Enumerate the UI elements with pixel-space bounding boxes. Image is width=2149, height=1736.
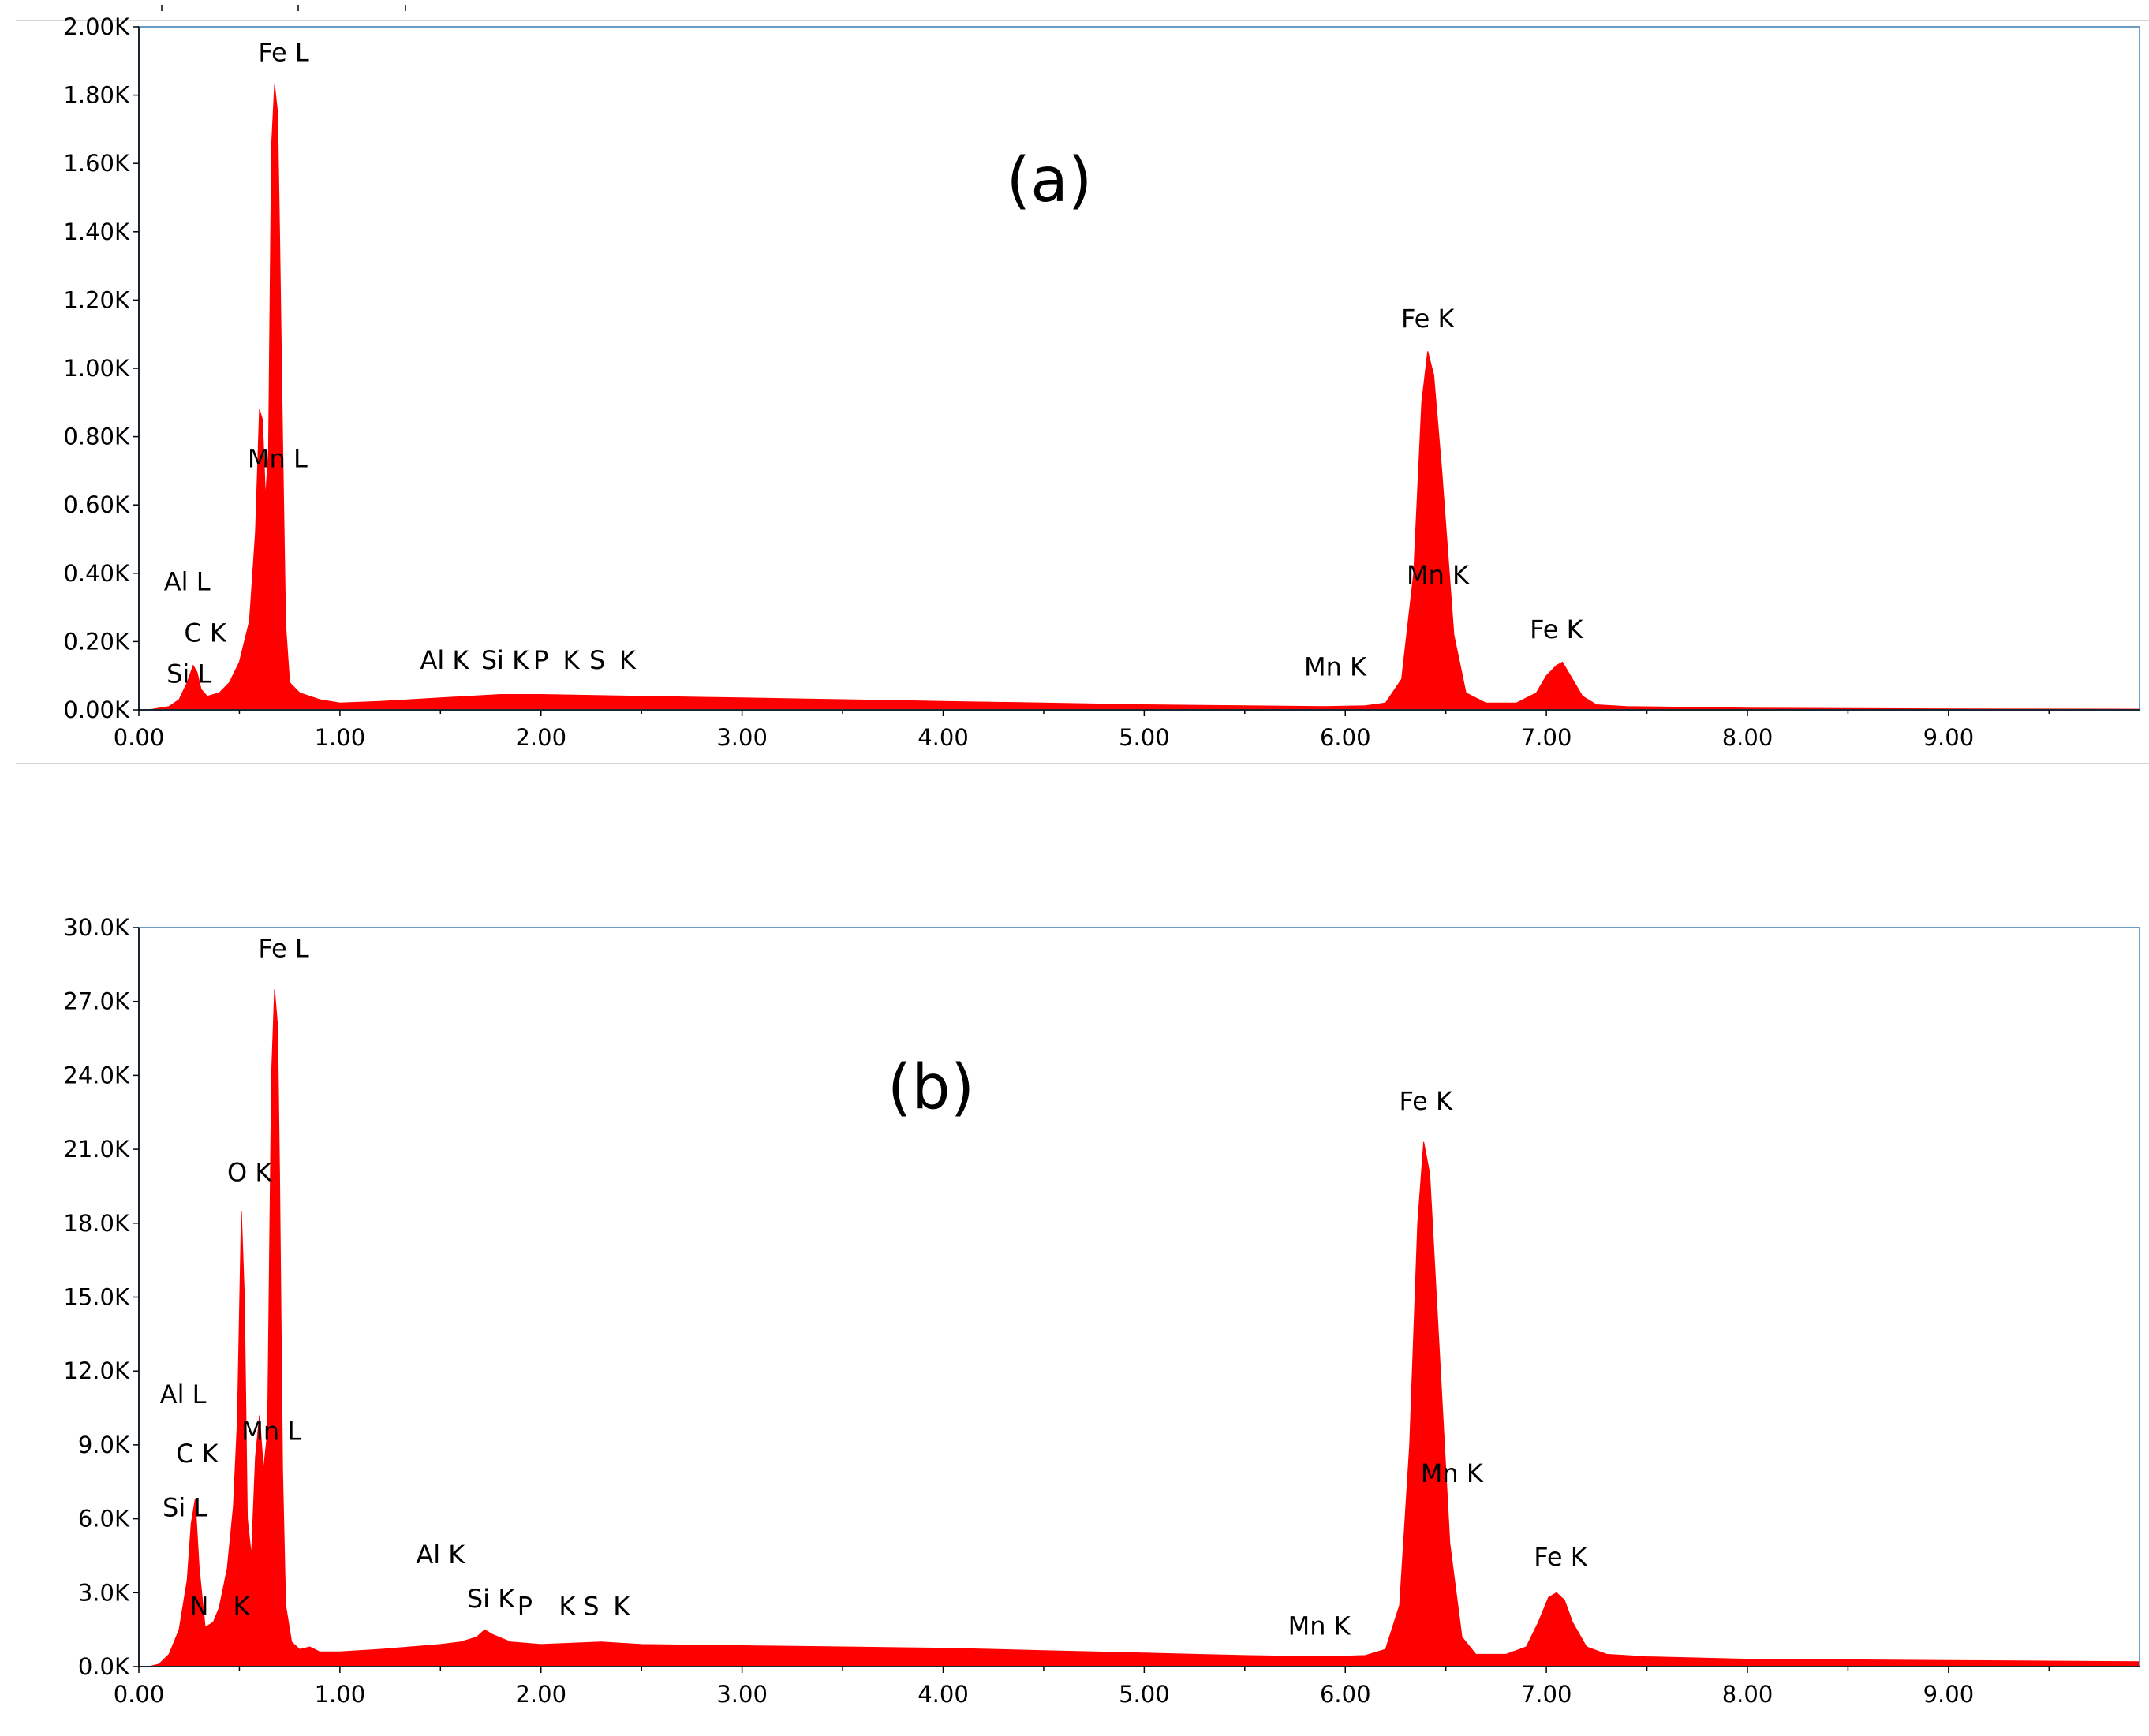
peak-label: Mn K <box>1421 1458 1484 1488</box>
y-tick-label: 0.40K <box>63 560 130 587</box>
y-tick-label: 0.20K <box>63 628 130 655</box>
x-tick-label: 2.00 <box>515 724 566 751</box>
peak-label: K <box>233 1591 250 1621</box>
y-tick-label: 3.0K <box>78 1579 130 1606</box>
y-tick-label: 24.0K <box>63 1062 130 1088</box>
y-tick-label: 27.0K <box>63 988 130 1015</box>
x-tick-label: 1.00 <box>315 1681 366 1708</box>
y-tick-label: 21.0K <box>63 1136 130 1163</box>
y-tick-label: 6.0K <box>78 1506 130 1533</box>
peak-label: Fe L <box>258 37 309 67</box>
spectrum-area <box>148 84 2140 711</box>
x-tick-label: 0.00 <box>114 1681 165 1708</box>
peak-label: S <box>589 645 605 675</box>
peak-label: Fe K <box>1401 304 1456 334</box>
x-tick-label: 0.00 <box>114 724 165 751</box>
peak-label: Fe K <box>1534 1542 1588 1572</box>
y-tick-label: 1.00K <box>63 355 130 382</box>
peak-label: Al K <box>416 1540 465 1570</box>
peak-label: O K <box>227 1158 272 1188</box>
x-tick-label: 5.00 <box>1119 724 1170 751</box>
x-tick-label: 6.00 <box>1320 724 1371 751</box>
y-tick-label: 1.80K <box>63 82 130 109</box>
x-tick-label: 3.00 <box>716 724 768 751</box>
peak-label: Fe L <box>258 933 309 963</box>
peak-label: Si L <box>163 1492 207 1522</box>
x-tick-label: 1.00 <box>315 724 366 751</box>
y-tick-label: 2.00K <box>63 13 130 40</box>
y-tick-label: 0.0K <box>78 1653 130 1680</box>
peak-label: Mn L <box>241 1417 301 1447</box>
x-tick-label: 8.00 <box>1722 1681 1773 1708</box>
x-tick-label: 8.00 <box>1722 724 1773 751</box>
peak-label: Al K <box>420 645 469 675</box>
spectrum-panel-a: 0.00 1.00 2.00 3.00 4.00 5.00 6.00 7.00 8.00 9.00… <box>63 13 2140 751</box>
peak-label: Si L <box>166 659 211 689</box>
y-tick-label: 1.20K <box>63 286 130 313</box>
x-tick-label: 2.00 <box>515 1681 566 1708</box>
peak-label: N <box>189 1591 208 1621</box>
peak-label: K <box>619 645 637 675</box>
x-tick-label: 6.00 <box>1320 1681 1371 1708</box>
x-tick-label: 5.00 <box>1119 1681 1170 1708</box>
y-tick-label: 9.0K <box>78 1432 130 1458</box>
plot-frame <box>138 26 2140 711</box>
peak-label: P <box>518 1591 533 1621</box>
spectrum-area <box>148 989 2140 1667</box>
peak-label: K <box>562 645 580 675</box>
y-tick-label: 0.80K <box>63 424 130 450</box>
peak-label: K <box>559 1591 576 1621</box>
x-tick-label: 7.00 <box>1521 724 1572 751</box>
panel-label: (a) <box>1007 145 1093 216</box>
peak-label: S <box>583 1591 599 1621</box>
y-tick-label: 1.40K <box>63 218 130 245</box>
peak-label: Al L <box>164 566 211 596</box>
x-tick-label: 3.00 <box>716 1681 768 1708</box>
peak-label: Mn L <box>248 444 308 474</box>
peak-label: K <box>613 1591 630 1621</box>
y-tick-label: 30.0K <box>63 914 130 941</box>
y-tick-label: 0.60K <box>63 491 130 518</box>
y-tick-label: 1.60K <box>63 150 130 177</box>
y-tick-label: 18.0K <box>63 1210 130 1237</box>
x-tick-label: 4.00 <box>918 724 969 751</box>
spectrum-panel-b: 0.00 1.00 2.00 3.00 4.00 5.00 6.00 7.00 8.00 9.00… <box>63 914 2140 1708</box>
peak-label: C K <box>184 618 227 648</box>
y-tick-label: 12.0K <box>63 1357 130 1384</box>
peak-label: Fe K <box>1530 614 1584 644</box>
panel-label: (b) <box>888 1052 974 1123</box>
x-tick-label: 9.00 <box>1923 724 1975 751</box>
x-tick-label: 9.00 <box>1923 1681 1975 1708</box>
peak-label: Si K <box>467 1584 515 1614</box>
peak-label: Si K <box>481 645 529 675</box>
x-tick-label: 4.00 <box>918 1681 969 1708</box>
peak-label: P <box>533 645 548 675</box>
peak-label: Mn K <box>1304 652 1367 682</box>
peak-label: Al L <box>160 1379 207 1409</box>
y-tick-label: 0.00K <box>63 696 130 723</box>
top-edge-ticks <box>161 5 406 11</box>
peak-label: Mn K <box>1407 560 1470 590</box>
peak-label: Mn K <box>1288 1611 1351 1641</box>
y-tick-label: 15.0K <box>63 1284 130 1311</box>
peak-label: C K <box>176 1439 219 1469</box>
peak-label: Fe K <box>1399 1086 1453 1116</box>
x-tick-label: 7.00 <box>1521 1681 1572 1708</box>
